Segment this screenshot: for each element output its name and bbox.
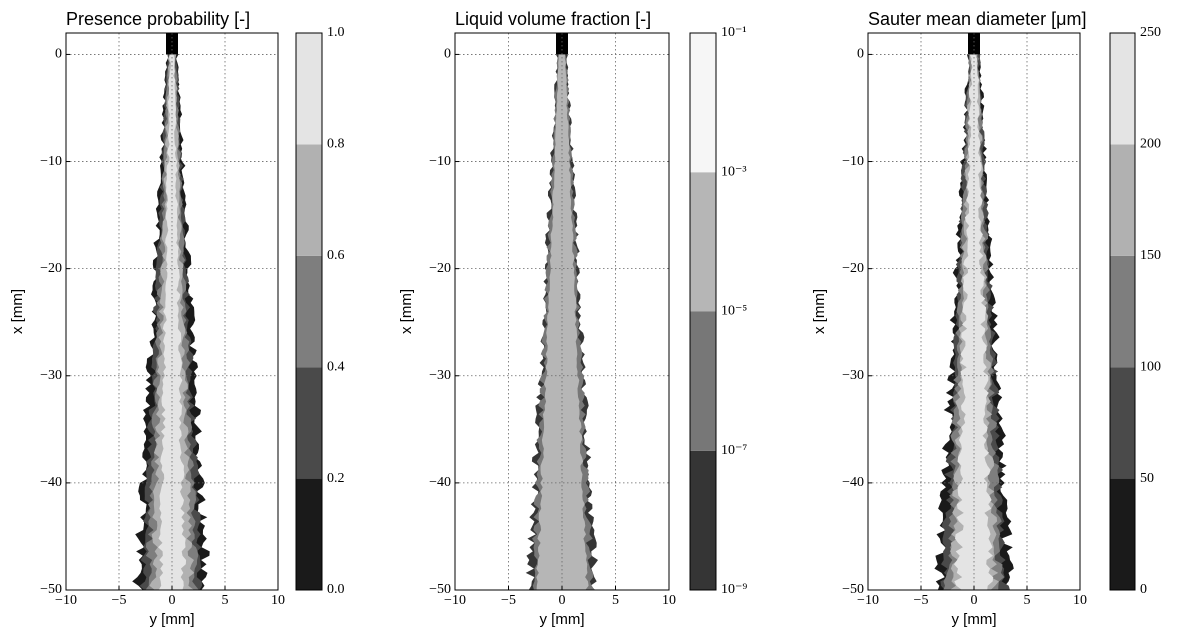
chart-title: Presence probability [-]: [66, 9, 250, 29]
colorbar-band: [1110, 33, 1135, 145]
x-tick-label: −5: [501, 593, 516, 608]
colorbar-band: [296, 478, 322, 590]
colorbar-frame: [689, 32, 717, 591]
x-tick-label: 0: [559, 593, 566, 608]
colorbar-tick-label: 10⁻³: [721, 164, 747, 179]
axes-frame: [454, 32, 670, 591]
colorbar-tick-label: 50: [1140, 471, 1154, 486]
y-tick-label: −10: [40, 154, 62, 169]
x-tick-label: 10: [662, 593, 676, 608]
nozzle: [166, 33, 178, 55]
x-tick-label: 0: [169, 593, 176, 608]
colorbar-tick-label: 0.8: [327, 137, 345, 152]
x-axis-label: y [mm]: [952, 611, 997, 628]
colorbar-band: [296, 255, 322, 368]
colorbar-band: [296, 144, 322, 256]
colorbar-tick-label: 150: [1140, 248, 1161, 263]
x-axis-label: y [mm]: [150, 611, 195, 628]
nozzle: [968, 33, 980, 55]
y-tick-label: −10: [842, 154, 864, 169]
x-tick-label: −10: [55, 593, 77, 608]
spray-region: [536, 54, 589, 590]
x-tick-label: −5: [112, 593, 127, 608]
y-tick-label: −40: [40, 475, 62, 490]
y-tick-label: 0: [55, 47, 62, 62]
y-tick-label: −30: [842, 368, 864, 383]
x-tick-label: −10: [857, 593, 879, 608]
axes-frame: [65, 32, 279, 591]
colorbar-band: [1110, 255, 1135, 368]
y-tick-label: −40: [429, 475, 451, 490]
x-tick-label: 5: [222, 593, 229, 608]
colorbar-tick-label: 0.6: [327, 248, 345, 263]
y-tick-label: −20: [842, 261, 864, 276]
y-tick-label: −50: [429, 582, 451, 597]
colorbar-frame: [1109, 32, 1136, 591]
colorbar-tick-label: 10⁻¹: [721, 25, 747, 40]
x-tick-label: 5: [612, 593, 619, 608]
colorbar-band: [690, 172, 716, 312]
colorbar-band: [690, 33, 716, 173]
colorbar-tick-label: 10⁻⁷: [721, 443, 747, 458]
colorbar-tick-label: 10⁻⁵: [721, 304, 747, 319]
x-tick-label: −5: [914, 593, 929, 608]
colorbar-band: [690, 311, 716, 451]
y-tick-label: −20: [40, 261, 62, 276]
colorbar-tick-label: 250: [1140, 25, 1161, 40]
x-tick-label: −10: [444, 593, 466, 608]
colorbar-band: [1110, 144, 1135, 256]
y-tick-label: −50: [40, 582, 62, 597]
x-tick-label: 0: [971, 593, 978, 608]
y-tick-label: 0: [857, 47, 864, 62]
colorbar-band: [1110, 367, 1135, 479]
colorbar-tick-label: 200: [1140, 137, 1161, 152]
chart-title: Sauter mean diameter [μm]: [868, 9, 1086, 29]
nozzle: [556, 33, 568, 55]
y-axis-label: x [mm]: [398, 289, 415, 334]
y-tick-label: −50: [842, 582, 864, 597]
colorbar-tick-label: 0.4: [327, 359, 345, 374]
x-tick-label: 5: [1024, 593, 1031, 608]
y-axis-label: x [mm]: [9, 289, 26, 334]
colorbar-tick-label: 0.2: [327, 471, 345, 486]
colorbar-tick-label: 0.0: [327, 582, 345, 597]
y-tick-label: −40: [842, 475, 864, 490]
plot-area: [934, 33, 1014, 590]
axes-frame: [867, 32, 1081, 591]
y-tick-label: 0: [444, 47, 451, 62]
colorbar-frame: [295, 32, 323, 591]
y-tick-label: −10: [429, 154, 451, 169]
colorbar-band: [690, 450, 716, 590]
colorbar-tick-label: 1.0: [327, 25, 345, 40]
x-tick-label: 10: [271, 593, 285, 608]
colorbar-band: [1110, 478, 1135, 590]
colorbar-tick-label: 0: [1140, 582, 1147, 597]
colorbar-band: [296, 33, 322, 145]
x-tick-label: 10: [1073, 593, 1087, 608]
x-axis-label: y [mm]: [540, 611, 585, 628]
colorbar-tick-label: 10⁻⁹: [721, 582, 747, 597]
y-tick-label: −20: [429, 261, 451, 276]
y-tick-label: −30: [40, 368, 62, 383]
colorbar-band: [296, 367, 322, 479]
y-axis-label: x [mm]: [811, 289, 828, 334]
plot-area: [132, 33, 210, 590]
colorbar-tick-label: 100: [1140, 359, 1161, 374]
y-tick-label: −30: [429, 368, 451, 383]
chart-title: Liquid volume fraction [-]: [455, 9, 651, 29]
